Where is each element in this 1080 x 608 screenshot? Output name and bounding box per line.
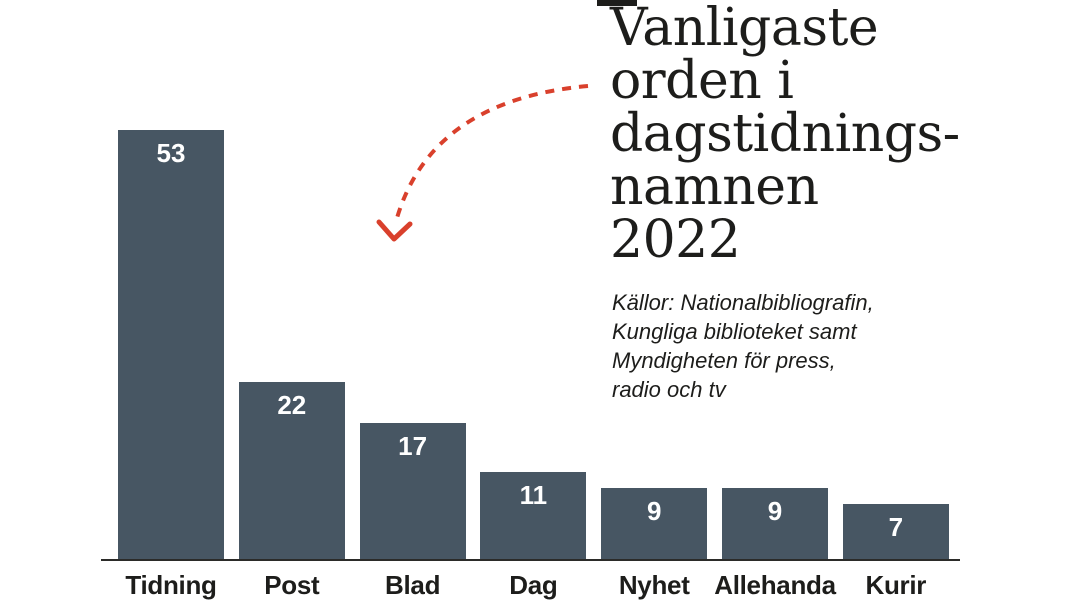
- bar-value-label: 22: [277, 390, 307, 420]
- bar-post: 22: [238, 382, 345, 561]
- category-label-nyhet: Nyhet: [618, 570, 690, 600]
- bar-dag: 11: [480, 472, 587, 561]
- chart-title: Vanligaste orden i dagstidnings- namnen …: [610, 0, 960, 270]
- category-label-post: Post: [264, 570, 320, 600]
- bar-value-label: 9: [767, 496, 783, 526]
- bar-allehanda: 9: [722, 488, 828, 561]
- bar-blad: 17: [359, 423, 466, 561]
- category-label-blad: Blad: [385, 570, 441, 600]
- category-label-allehanda: Allehanda: [714, 570, 836, 600]
- category-label-tidning: Tidning: [125, 570, 217, 600]
- bar-value-label: 7: [888, 512, 904, 542]
- bar-value-label: 9: [646, 496, 662, 526]
- bar-value-label: 53: [156, 138, 186, 168]
- bar-kurir: 7: [842, 504, 949, 561]
- bar-value-label: 11: [519, 480, 548, 510]
- bar-value-label: 17: [398, 431, 428, 461]
- bar-nyhet: 9: [601, 488, 708, 561]
- bar-tidning: 53: [118, 130, 224, 561]
- x-axis-line: [101, 559, 960, 561]
- cropped-edge-mark: [597, 0, 637, 6]
- source-note: Källor: Nationalbibliografin, Kungliga b…: [612, 290, 874, 402]
- category-label-dag: Dag: [509, 570, 558, 600]
- category-label-kurir: Kurir: [865, 570, 927, 600]
